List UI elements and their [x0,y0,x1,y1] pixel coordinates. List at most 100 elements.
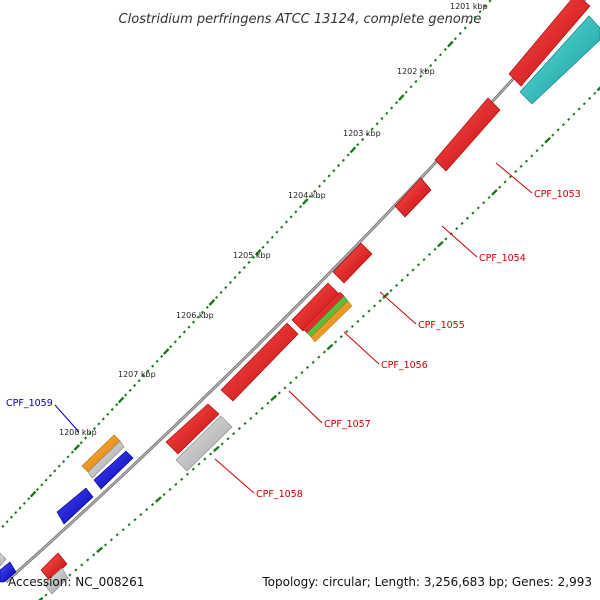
outer-ring-minor-tick [115,403,119,407]
outer-ring-minor-tick [284,220,288,224]
gene-arrow-cyan[interactable] [519,15,600,105]
inner-ring-major-tick [213,445,220,453]
tick-label-1201: 1201 kbp [450,2,488,11]
inner-ring-minor-tick [482,201,486,205]
inner-ring-minor-tick [226,437,230,441]
inner-ring-minor-tick [133,518,137,522]
inner-ring-minor-tick [334,340,338,344]
outer-ring-minor-tick [337,163,341,168]
gene-arrow-cpf-1057[interactable] [220,322,299,402]
inner-ring-major-tick [382,292,390,299]
outer-ring-major-tick [208,298,216,306]
inner-ring-minor-tick [372,304,377,308]
inner-ring-minor-tick [487,195,491,200]
inner-ring-minor-tick [185,472,190,476]
outer-ring-minor-tick [242,265,246,270]
inner-ring-minor-tick [191,467,195,471]
gene-arrow-cpf-1054[interactable] [394,177,432,218]
gene-arrow-gray-edge[interactable] [0,552,7,567]
gene-arrow-1060[interactable] [40,552,68,582]
leader-cpf-1055 [379,291,417,325]
gene-label-cpf-1059[interactable]: CPF_1059 [6,398,53,409]
outer-ring-minor-tick [473,15,477,19]
outer-ring-minor-tick [478,10,482,14]
tick-label-1207: 1207 kbp [118,370,156,379]
inner-ring-major-tick [491,189,498,196]
outer-ring-major-tick [117,396,125,404]
inner-ring-minor-tick [356,319,360,323]
gene-arrow-1052[interactable] [508,0,591,87]
inner-ring-major-tick [437,240,444,248]
outer-ring-minor-tick [173,340,177,344]
outer-ring-minor-tick [214,295,219,299]
outer-ring-minor-tick [142,374,146,378]
gene-arrow-cpf-1058[interactable] [165,403,220,455]
outer-ring-minor-tick [261,245,265,249]
gene-arrow-cpf-1055[interactable] [332,242,373,284]
outer-ring-minor-tick [419,74,423,78]
gene-arrow-cpf-1056-orange[interactable] [310,300,353,343]
outer-ring-minor-tick [361,137,365,142]
gene-label-cpf-1057[interactable]: CPF_1057 [324,419,371,430]
outer-ring-minor-tick [160,354,164,359]
inner-ring-minor-tick [197,462,201,466]
inner-ring-minor-tick [411,268,415,272]
inner-ring-minor-tick [572,112,576,116]
outer-ring-minor-tick [124,393,128,397]
outer-ring-minor-tick [106,412,110,416]
outer-ring-minor-tick [429,63,433,68]
gene-label-cpf-1056[interactable]: CPF_1056 [381,360,428,371]
inner-ring-minor-tick [115,533,119,537]
gene-arrow-gray-bottom[interactable] [43,567,69,595]
inner-ring-major-tick [596,86,600,92]
outer-ring-minor-tick [182,330,186,334]
inner-ring-minor-tick [476,206,480,210]
outer-ring-minor-tick [453,37,457,41]
inner-ring-minor-tick [460,221,464,226]
gene-arrow-cpf-1059-gray[interactable] [87,440,125,479]
inner-ring-minor-tick [103,543,108,547]
outer-ring-minor-tick [404,90,408,94]
inner-ring-minor-tick [378,299,382,303]
outer-ring-minor-tick [238,270,242,275]
gene-label-cpf-1055[interactable]: CPF_1055 [418,320,465,331]
outer-ring-minor-tick [146,369,150,373]
inner-ring-minor-tick [127,523,131,527]
outer-ring-major-tick [73,444,81,451]
inner-ring-minor-tick [465,216,470,220]
inner-ring-minor-tick [508,175,513,179]
gene-label-cpf-1054[interactable]: CPF_1054 [479,253,526,264]
inner-ring-minor-tick [174,482,178,486]
inner-ring-minor-tick [535,149,539,153]
outer-ring-minor-tick [169,345,173,349]
inner-ring-minor-tick [305,365,310,370]
inner-ring-minor-tick [587,96,592,101]
outer-ring-minor-tick [280,225,284,229]
gene-arrow-blue-3[interactable] [0,561,17,583]
outer-ring-minor-tick [375,122,379,126]
inner-ring-minor-tick [80,563,84,567]
outer-ring-minor-tick [79,441,83,445]
inner-ring-minor-tick [203,457,207,461]
inner-ring-minor-tick [283,386,287,390]
gene-arrow-blue-2[interactable] [56,487,94,525]
inner-ring-minor-tick [317,355,321,359]
outer-ring-minor-tick [101,417,105,421]
map-title: Clostridium perfringens ATCC 13124, comp… [119,12,482,27]
gene-arrow-cpf-1058-gray[interactable] [175,415,233,472]
inner-ring-minor-tick [524,159,529,163]
gene-arrow-cpf-1053[interactable] [434,97,501,172]
gene-label-cpf-1058[interactable]: CPF_1058 [256,489,303,500]
outer-ring-minor-tick [414,79,418,84]
tick-label-1204: 1204 kbp [288,191,326,200]
gene-label-cpf-1053[interactable]: CPF_1053 [534,189,581,200]
inner-ring-minor-tick [339,335,343,339]
inner-ring-minor-tick [433,247,437,251]
outer-ring-minor-tick [332,169,336,173]
gene-arrow-blue-1[interactable] [93,450,134,490]
inner-ring-minor-tick [577,107,581,111]
leader-cpf-1056 [343,331,380,365]
inner-ring-minor-tick [416,263,421,267]
outer-ring-minor-tick [424,69,428,73]
inner-ring-minor-tick [540,143,544,148]
